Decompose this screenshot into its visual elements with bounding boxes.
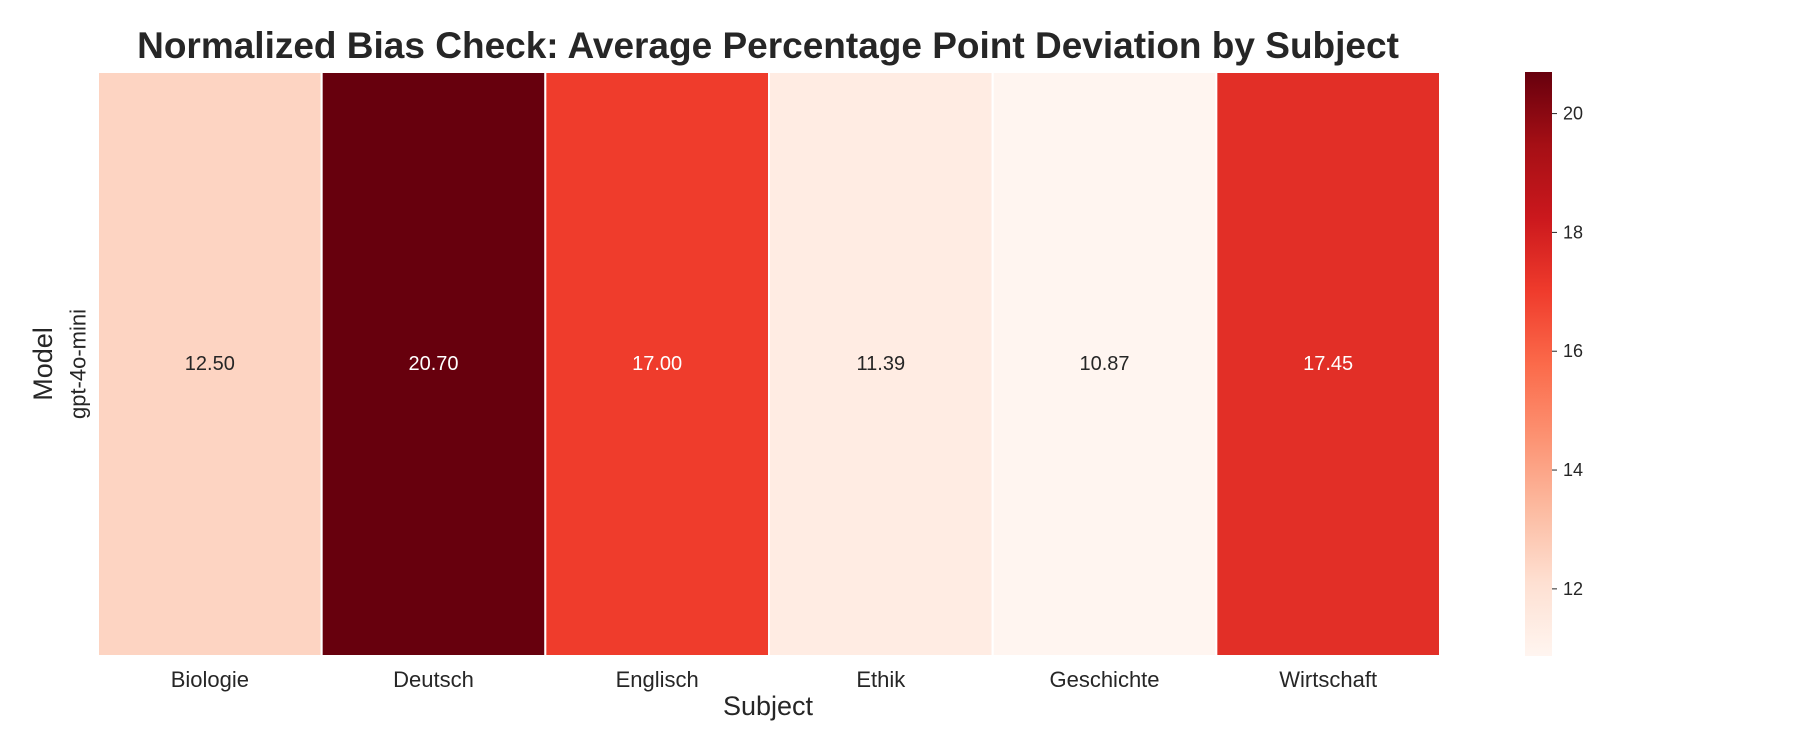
x-tick-label: Ethik (856, 667, 906, 692)
colorbar-tick-label: 12 (1563, 579, 1583, 599)
x-tick-label: Deutsch (393, 667, 474, 692)
x-tick-label: Biologie (171, 667, 249, 692)
colorbar-tick-label: 16 (1563, 341, 1583, 361)
y-axis-label: Model (28, 327, 58, 401)
colorbar (1525, 72, 1552, 656)
x-tick-label: Wirtschaft (1279, 667, 1377, 692)
cell-value-label: 17.00 (632, 353, 682, 375)
heatmap-cell-biologie (97, 71, 323, 657)
x-tick-labels: Biologie Deutsch Englisch Ethik Geschichte Wi… (171, 667, 1377, 692)
x-tick-label: Englisch (616, 667, 699, 692)
y-tick-labels: gpt-4o-mini (66, 309, 91, 419)
cell-value-label: 12.50 (185, 353, 235, 375)
colorbar-tick-label: 14 (1563, 460, 1583, 480)
colorbar-tick-label: 20 (1563, 104, 1583, 124)
cell-value-label: 17.45 (1303, 353, 1353, 375)
heatmap-cell-wirtschaft (1215, 71, 1442, 657)
cell-value-label: 11.39 (857, 353, 906, 375)
x-tick-label: Geschichte (1049, 667, 1159, 692)
colorbar-ticks: 12 14 16 18 20 (1552, 104, 1583, 599)
y-tick-label: gpt-4o-mini (66, 309, 91, 419)
cell-value-label: 20.70 (408, 353, 458, 375)
heatmap-cell-englisch (544, 71, 770, 657)
chart-title: Normalized Bias Check: Average Percentag… (137, 25, 1399, 66)
heatmap-cell-deutsch (320, 71, 547, 657)
cell-value-label: 10.87 (1079, 353, 1129, 375)
heatmap-cell-geschichte (991, 71, 1218, 657)
heatmap-cell-ethik (768, 71, 994, 657)
x-axis-label: Subject (723, 691, 814, 721)
heatmap-cell-labels: 12.50 20.70 17.00 11.39 10.87 17.45 (185, 353, 1353, 375)
heatmap-cells (97, 71, 1442, 657)
colorbar-tick-label: 18 (1563, 222, 1583, 242)
